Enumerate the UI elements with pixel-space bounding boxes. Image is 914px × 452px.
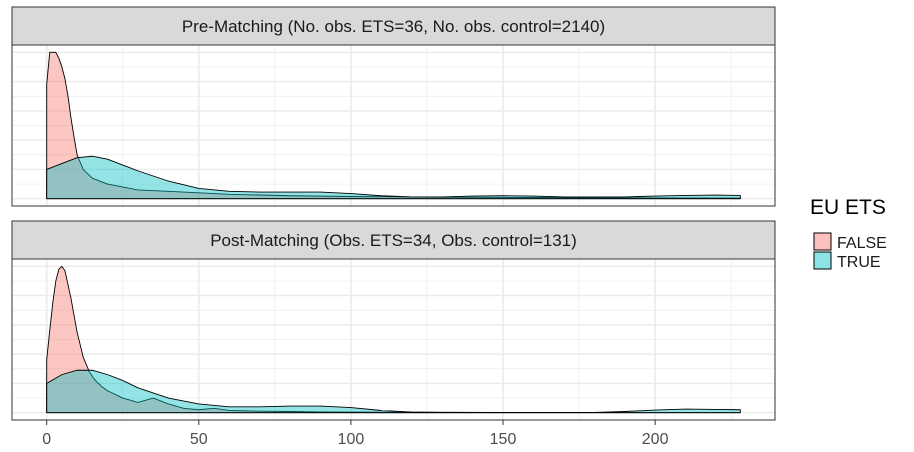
legend-key-true bbox=[813, 251, 832, 270]
density-area-true bbox=[46, 155, 741, 200]
x-tick-label: 150 bbox=[490, 431, 517, 448]
facet-panels: Pre-Matching (No. obs. ETS=36, No. obs. … bbox=[11, 6, 776, 421]
x-tick-label: 200 bbox=[642, 431, 669, 448]
x-tick-label: 100 bbox=[338, 431, 365, 448]
legend-label-false: FALSE bbox=[837, 235, 887, 252]
density-area-false bbox=[46, 51, 741, 200]
density-area-true bbox=[46, 369, 741, 414]
x-tick-label: 0 bbox=[42, 431, 51, 448]
x-tick-label: 50 bbox=[190, 431, 208, 448]
legend: EU ETS FALSE TRUE bbox=[810, 196, 887, 271]
strip-background bbox=[11, 220, 776, 260]
density-area-false bbox=[46, 265, 741, 414]
panel-border bbox=[11, 44, 776, 207]
x-axis: 0 50 100 150 200 bbox=[42, 420, 669, 448]
panel-title: Pre-Matching (No. obs. ETS=36, No. obs. … bbox=[182, 17, 605, 36]
legend-label-true: TRUE bbox=[837, 254, 881, 271]
legend-title: EU ETS bbox=[810, 196, 886, 219]
panel-1: Pre-Matching (No. obs. ETS=36, No. obs. … bbox=[11, 6, 776, 207]
strip-background bbox=[11, 6, 776, 46]
panel-2: Post-Matching (Obs. ETS=34, Obs. control… bbox=[11, 220, 776, 421]
panel-border bbox=[11, 258, 776, 421]
legend-key-false bbox=[813, 232, 832, 251]
panel-title: Post-Matching (Obs. ETS=34, Obs. control… bbox=[210, 231, 577, 250]
